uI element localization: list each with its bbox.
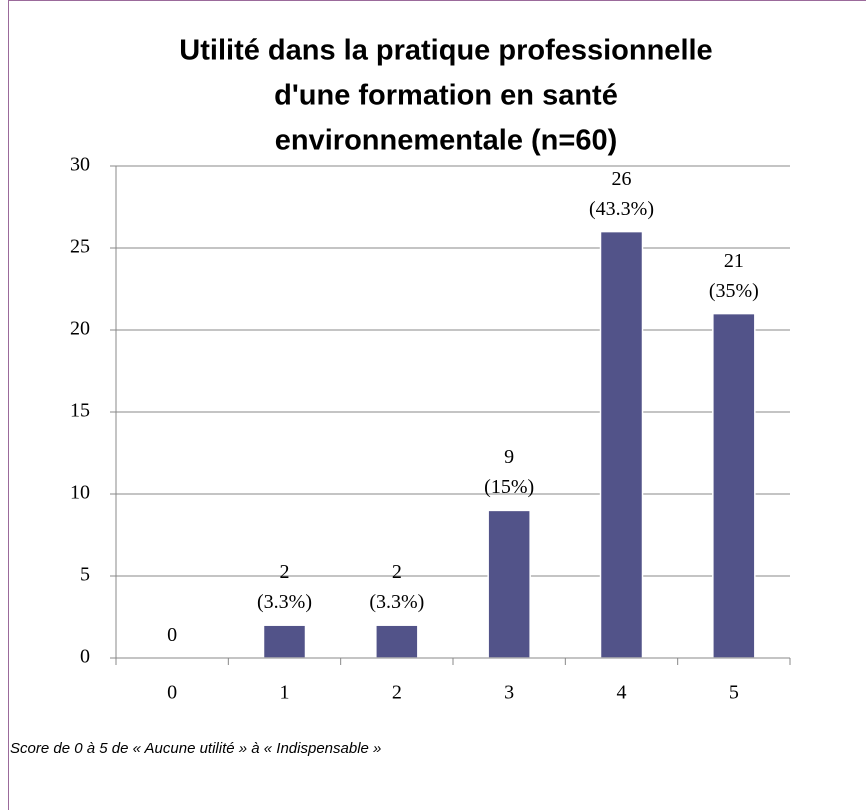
- bar: [262, 624, 307, 659]
- x-tick-label: 4: [617, 682, 627, 704]
- x-tick-label: 5: [729, 682, 739, 704]
- y-tick-label: 15: [70, 400, 90, 422]
- bar: [487, 509, 531, 659]
- y-tick-label: 5: [80, 564, 90, 586]
- y-tick-label: 30: [70, 154, 90, 176]
- footnote: Score de 0 à 5 de « Aucune utilité » à «…: [10, 740, 382, 757]
- bar: [712, 312, 756, 659]
- bar: [599, 230, 644, 659]
- bar: [375, 624, 419, 659]
- y-tick-label: 0: [80, 646, 90, 668]
- chart-title: environnementale (n=60): [275, 125, 617, 157]
- value-label: 0: [167, 624, 178, 646]
- y-tick-label: 20: [70, 318, 90, 340]
- x-tick-label: 3: [504, 682, 514, 704]
- y-tick-label: 25: [70, 236, 90, 258]
- y-tick-label: 10: [70, 482, 90, 504]
- value-label: 2 (3.3%): [257, 561, 312, 614]
- x-tick-label: 0: [167, 682, 177, 704]
- chart-title: Utilité dans la pratique professionnelle: [179, 35, 712, 67]
- value-label: 9 (15%): [484, 446, 535, 499]
- x-tick-label: 1: [280, 682, 290, 704]
- chart-title: d'une formation en santé: [274, 80, 618, 112]
- value-label: 21 (35%): [708, 249, 759, 302]
- x-tick-label: 2: [392, 682, 402, 704]
- value-label: 26 (43.3%): [589, 167, 654, 220]
- value-label: 2 (3.3%): [369, 561, 425, 614]
